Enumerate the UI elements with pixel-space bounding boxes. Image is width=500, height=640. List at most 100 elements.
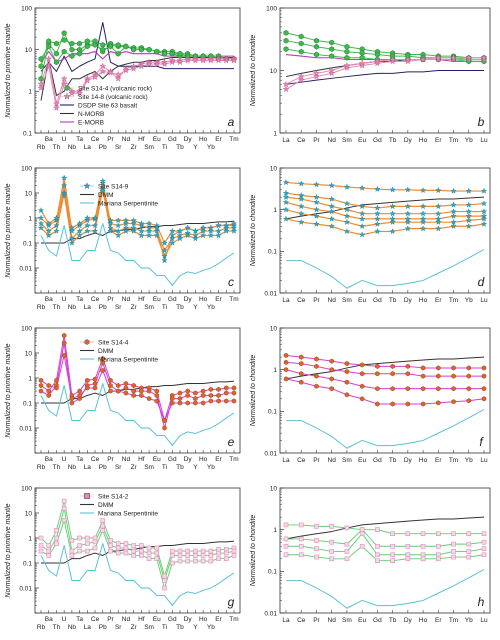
series-line xyxy=(286,569,485,609)
data-point xyxy=(193,553,198,558)
data-point xyxy=(46,382,51,389)
x-tick-label: Ce xyxy=(297,617,306,624)
data-point xyxy=(328,215,335,222)
series-line xyxy=(285,196,485,220)
data-point xyxy=(60,182,68,189)
data-point xyxy=(343,183,351,190)
data-point xyxy=(162,578,167,583)
legend-label: Site S14-9 xyxy=(98,183,129,190)
x-tick-label: U xyxy=(62,136,67,143)
data-point xyxy=(83,77,91,84)
data-point xyxy=(45,222,52,229)
data-point xyxy=(466,398,472,404)
data-point xyxy=(358,215,366,222)
data-point xyxy=(466,373,472,379)
x-tick-label: Rb xyxy=(37,304,46,311)
data-point xyxy=(200,548,206,554)
data-point xyxy=(115,50,121,57)
y-tick-label: 10 xyxy=(270,485,278,492)
x-tick-label: Yb xyxy=(465,617,473,624)
x-tick-label: Tm xyxy=(229,136,238,143)
data-point xyxy=(389,203,396,210)
x-tick-label: Y xyxy=(193,144,198,151)
data-point xyxy=(344,541,350,547)
y-tick-label: 0.01 xyxy=(19,425,32,432)
data-point xyxy=(162,585,167,591)
data-point xyxy=(216,398,221,404)
data-point xyxy=(99,67,107,75)
x-tick-label: Pr xyxy=(107,616,114,623)
data-point xyxy=(100,42,106,48)
data-point xyxy=(154,398,160,404)
data-point xyxy=(177,553,183,558)
data-point xyxy=(100,523,106,529)
x-tick-label: La xyxy=(282,297,290,304)
data-point xyxy=(131,548,136,554)
data-point xyxy=(99,177,106,184)
data-point xyxy=(61,506,67,511)
data-point xyxy=(231,548,237,554)
x-tick-label: La xyxy=(282,617,290,624)
data-point xyxy=(185,548,190,554)
data-point xyxy=(108,377,113,384)
x-tick-label: Ho xyxy=(419,297,428,304)
legend-label: DMM xyxy=(98,502,114,509)
plot-frame xyxy=(279,327,491,454)
legend-label: Mariana Serpentinite xyxy=(98,200,158,207)
data-point xyxy=(466,386,472,392)
data-point xyxy=(92,545,98,551)
data-point xyxy=(170,396,175,402)
data-point xyxy=(138,46,144,53)
data-point xyxy=(162,425,167,431)
x-tick-label: Ce xyxy=(297,137,306,144)
data-point xyxy=(314,524,319,529)
data-point xyxy=(153,232,160,239)
data-point xyxy=(69,396,75,402)
y-tick-label: 1 xyxy=(273,130,277,137)
data-point xyxy=(84,217,91,224)
data-point xyxy=(466,554,472,560)
data-point xyxy=(146,556,152,561)
data-point xyxy=(138,232,145,239)
data-point xyxy=(46,388,51,394)
data-point xyxy=(389,186,396,193)
data-point xyxy=(405,543,411,549)
data-point xyxy=(313,212,320,219)
x-tick-label: Tb xyxy=(176,464,184,471)
x-tick-label: Tm xyxy=(449,457,458,464)
data-point xyxy=(297,76,305,84)
series-line xyxy=(286,249,485,289)
data-point xyxy=(390,552,395,558)
data-point xyxy=(131,382,136,389)
y-tick-label: 100 xyxy=(21,485,32,492)
x-tick-label: Eu xyxy=(358,617,366,624)
data-point xyxy=(46,543,52,548)
x-tick-label: Ba xyxy=(45,456,53,463)
x-tick-label: Eu xyxy=(153,456,161,463)
data-point xyxy=(45,55,53,62)
data-point xyxy=(123,43,129,50)
x-tick-label: Sm xyxy=(342,297,352,304)
data-point xyxy=(389,218,396,225)
data-point xyxy=(138,222,145,229)
x-tick-label: Eu xyxy=(358,297,366,304)
legend-label: Site S14-4 xyxy=(98,339,129,346)
data-point xyxy=(208,392,214,399)
panel-c: 0.01 0.1 1 10 100 Normalized to primitive man… xyxy=(5,165,241,311)
y-tick-label: 10 xyxy=(25,190,33,197)
legend-label: Mariana Serpentinite xyxy=(98,356,158,363)
x-tick-label: Nb xyxy=(68,464,77,471)
data-point xyxy=(193,558,198,564)
data-point xyxy=(436,373,441,379)
data-point xyxy=(68,239,76,246)
data-point xyxy=(358,184,366,191)
data-point xyxy=(107,217,114,224)
panel-label: c xyxy=(228,275,234,289)
x-tick-label: Pr xyxy=(107,136,114,143)
x-tick-label: Dy xyxy=(404,137,413,144)
data-point xyxy=(53,40,59,47)
data-point xyxy=(480,200,488,207)
data-point xyxy=(451,541,456,547)
data-point xyxy=(465,201,472,208)
